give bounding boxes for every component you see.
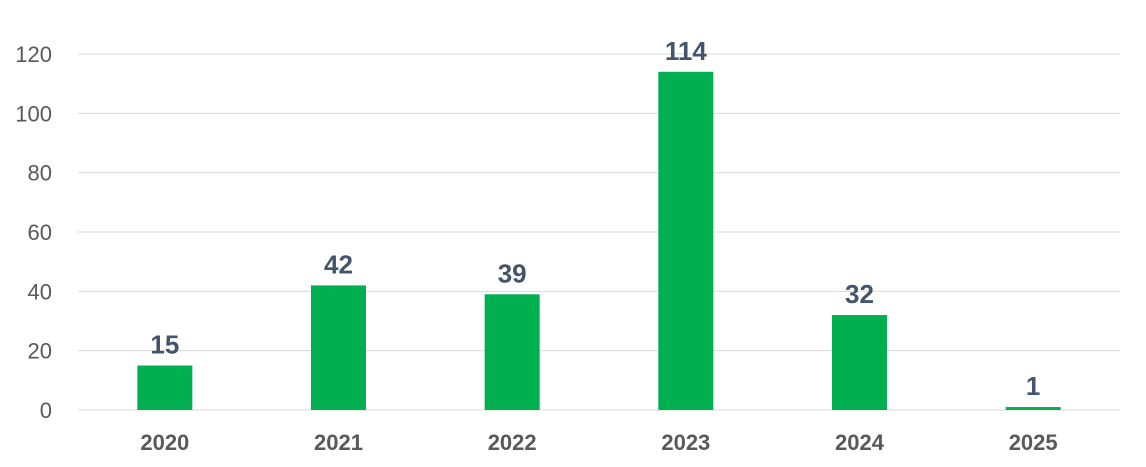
y-tick-label: 80 — [28, 161, 52, 186]
x-tick-label-2025: 2025 — [1009, 430, 1058, 455]
bar-2022 — [484, 294, 540, 410]
x-tick-label-2020: 2020 — [140, 430, 189, 455]
x-tick-label-2021: 2021 — [314, 430, 363, 455]
data-label-2022: 39 — [498, 258, 527, 288]
y-tick-label: 0 — [40, 398, 52, 423]
data-label-2025: 1 — [1026, 371, 1040, 401]
x-axis: 2020 2021 2022 2023 2024 2025 — [140, 430, 1057, 455]
y-tick-label: 100 — [15, 101, 52, 126]
bar-2024 — [832, 315, 887, 410]
x-tick-label-2023: 2023 — [661, 430, 710, 455]
data-labels: 15 42 39 114 32 1 — [150, 36, 1040, 401]
gridlines — [78, 53, 1120, 411]
bar-2020 — [137, 365, 193, 410]
data-label-2023: 114 — [665, 36, 707, 66]
y-tick-label: 60 — [28, 220, 52, 245]
y-tick-label: 120 — [15, 42, 52, 67]
y-tick-label: 40 — [28, 279, 52, 304]
y-axis: 0 20 40 60 80 100 120 — [15, 42, 52, 423]
bar-2021 — [311, 285, 366, 410]
data-label-2024: 32 — [845, 279, 874, 309]
x-tick-label-2024: 2024 — [835, 430, 885, 455]
y-tick-label: 20 — [28, 339, 52, 364]
bar-2023 — [658, 71, 714, 411]
data-label-2020: 15 — [150, 330, 179, 360]
bars — [137, 71, 1061, 411]
data-label-2021: 42 — [324, 249, 353, 279]
bar-2025 — [1005, 407, 1061, 410]
x-tick-label-2022: 2022 — [488, 430, 537, 455]
